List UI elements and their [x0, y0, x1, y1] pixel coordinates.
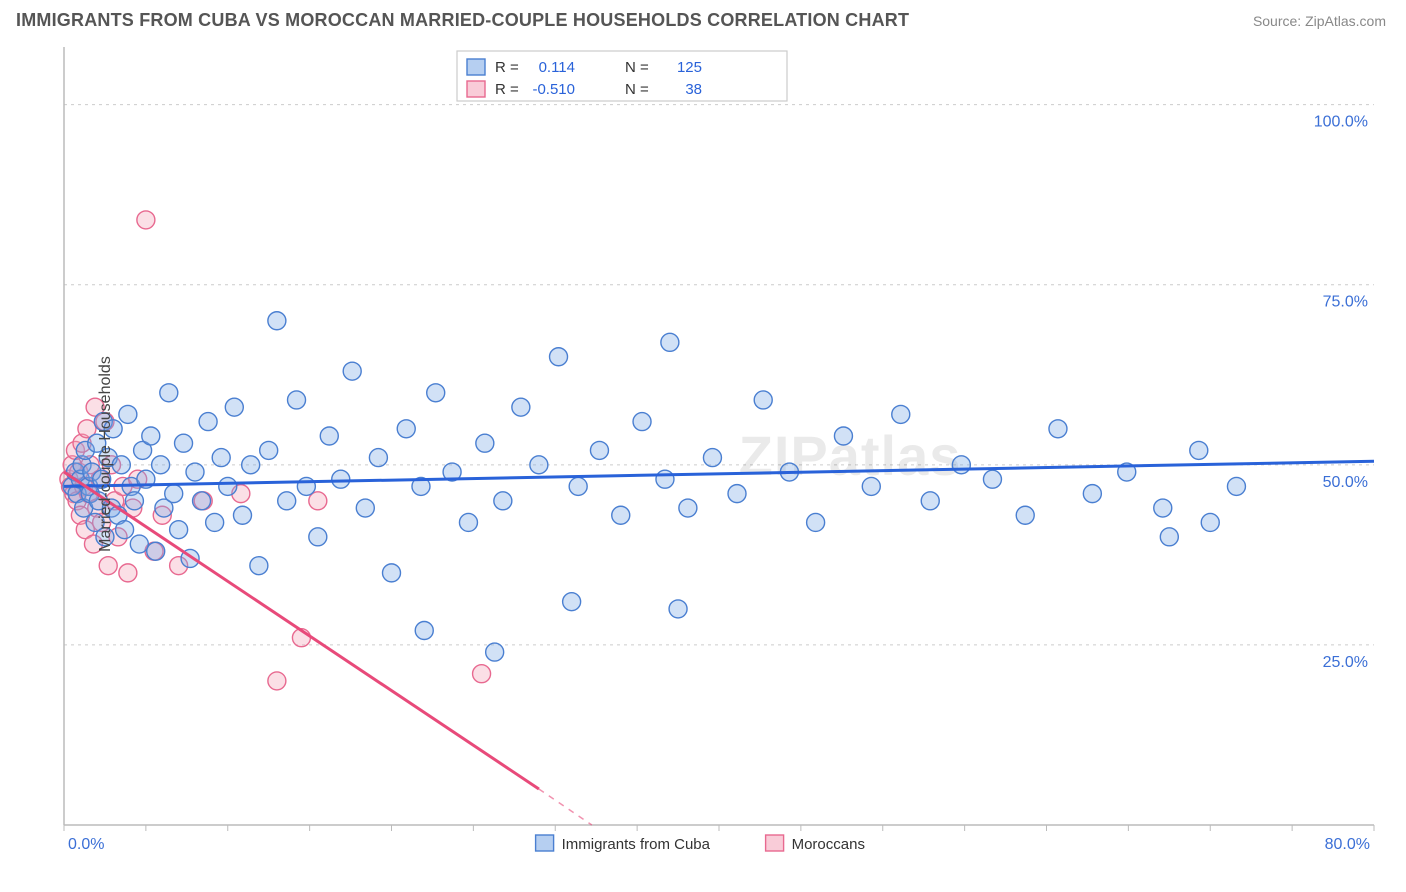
chart-header: IMMIGRANTS FROM CUBA VS MOROCCAN MARRIED…: [0, 0, 1406, 39]
svg-text:R =: R =: [495, 81, 519, 98]
svg-text:38: 38: [685, 81, 702, 98]
svg-text:-0.510: -0.510: [532, 81, 575, 98]
chart-title: IMMIGRANTS FROM CUBA VS MOROCCAN MARRIED…: [16, 10, 909, 31]
svg-text:125: 125: [677, 59, 702, 76]
svg-text:0.0%: 0.0%: [68, 836, 104, 853]
svg-text:50.0%: 50.0%: [1323, 474, 1368, 491]
y-axis-label: Married-couple Households: [97, 356, 115, 552]
svg-text:Moroccans: Moroccans: [792, 836, 865, 853]
svg-text:R =: R =: [495, 59, 519, 76]
source-attribution: Source: ZipAtlas.com: [1253, 13, 1386, 29]
svg-text:N =: N =: [625, 81, 649, 98]
svg-text:N =: N =: [625, 59, 649, 76]
source-label: Source:: [1253, 13, 1301, 29]
source-link[interactable]: ZipAtlas.com: [1305, 13, 1386, 29]
scatter-chart: 25.0%50.0%75.0%100.0%ZIPatlasR =0.114N =…: [16, 39, 1390, 869]
svg-text:25.0%: 25.0%: [1323, 654, 1368, 671]
svg-text:Immigrants from Cuba: Immigrants from Cuba: [562, 836, 711, 853]
svg-text:0.114: 0.114: [539, 59, 575, 76]
svg-text:75.0%: 75.0%: [1323, 294, 1368, 311]
chart-area: Married-couple Households 25.0% 50.0% 75.0…: [16, 39, 1390, 869]
svg-text:80.0%: 80.0%: [1325, 836, 1370, 853]
svg-text:100.0%: 100.0%: [1314, 114, 1368, 131]
